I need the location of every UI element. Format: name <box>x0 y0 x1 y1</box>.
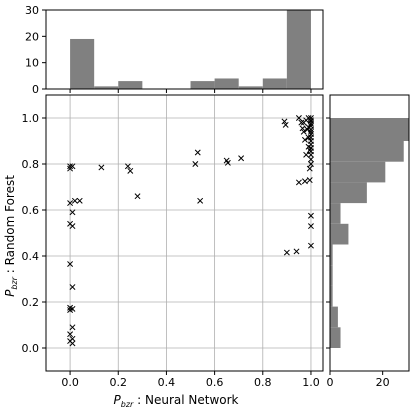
scatter-plot: 0.0 0.2 0.4 0.6 0.8 1.0 0.0 0.2 0.4 0.6 0.8 1.0 <box>22 94 324 389</box>
x-tick-label: 0.0 <box>61 376 79 389</box>
scatter-point <box>67 200 74 207</box>
scatter-point <box>281 118 288 125</box>
x-axis-label: Pbzr : Neural Network <box>113 393 238 409</box>
scatter-point <box>308 161 314 167</box>
scatter-point <box>300 128 307 135</box>
x-tick-label: 0.4 <box>158 376 176 389</box>
scatter-point <box>69 284 76 291</box>
y-tick-label: 1.0 <box>22 112 40 125</box>
scatter-point <box>238 155 245 162</box>
right-histogram-bar <box>330 265 333 286</box>
y-tick-label: 0.0 <box>22 342 40 355</box>
x-tick-label: 0.8 <box>254 376 272 389</box>
scatter-point <box>283 249 290 256</box>
scatter-point <box>308 120 314 127</box>
scatter-point <box>127 167 134 174</box>
top-histogram-bar <box>70 38 95 89</box>
y-tick-label: 0.6 <box>22 204 40 217</box>
top-histogram-bar <box>190 81 215 89</box>
right-histogram-bar <box>330 327 341 348</box>
scatter-point <box>301 136 308 143</box>
scatter-frame <box>45 94 324 372</box>
top-histogram-bar <box>238 86 263 89</box>
right-histogram-frame <box>329 94 410 372</box>
scatter-point <box>308 126 314 133</box>
right-histogram-bar <box>330 244 333 266</box>
scatter-point <box>67 331 74 338</box>
scatter-point <box>308 212 314 219</box>
scatter-point <box>308 156 314 163</box>
scatter-point <box>308 118 314 125</box>
scatter-point <box>124 163 131 170</box>
top-y-tick-label: 20 <box>25 30 39 43</box>
scatter-point <box>67 307 74 314</box>
y-tick-label: 0.8 <box>22 158 40 171</box>
scatter-point <box>293 248 300 255</box>
right-histogram-bar <box>330 141 404 162</box>
right-histogram-bar <box>330 285 333 307</box>
scatter-point <box>305 134 312 141</box>
top-histogram-bar <box>286 10 311 89</box>
x-tick-label: 1.0 <box>302 376 320 389</box>
scatter-point <box>67 261 74 268</box>
right-histogram-bar <box>330 182 367 204</box>
scatter-point <box>295 179 302 186</box>
y-tick-label: 0.2 <box>22 296 40 309</box>
scatter-point <box>134 193 141 200</box>
top-histogram-bar <box>214 78 239 89</box>
top-y-tick-label: 10 <box>25 57 39 70</box>
scatter-point <box>299 125 306 132</box>
scatter-point <box>76 197 83 204</box>
scatter-point <box>224 159 231 166</box>
x-tick-label: 0.6 <box>206 376 224 389</box>
right-histogram-bar <box>330 203 341 224</box>
scatter-point <box>308 128 314 135</box>
scatter-point <box>69 340 76 347</box>
scatter-point <box>306 177 313 184</box>
scatter-point <box>67 165 74 172</box>
top-y-tick-label: 0 <box>32 83 39 96</box>
top-histogram-bar <box>94 86 119 89</box>
right-histogram: 0 20 <box>326 94 410 389</box>
scatter-point <box>295 115 302 121</box>
scatter-point <box>98 164 105 171</box>
scatter-point <box>303 151 310 158</box>
top-histogram-frame <box>45 9 324 90</box>
top-y-tick-label: 30 <box>25 4 39 17</box>
scatter-point <box>69 209 76 216</box>
scatter-point <box>308 242 314 249</box>
scatter-point <box>306 165 313 172</box>
top-histogram-bar <box>262 78 287 89</box>
scatter-point <box>301 178 308 185</box>
scatter-point <box>69 324 76 331</box>
scatter-point <box>71 197 78 204</box>
right-histogram-bar <box>330 306 338 328</box>
scatter-point <box>192 161 199 167</box>
scatter-point <box>308 151 314 158</box>
scatter-point <box>308 223 314 230</box>
right-x-tick-label: 0 <box>327 376 334 389</box>
scatter-point <box>69 223 76 230</box>
scatter-point <box>197 197 204 204</box>
right-histogram-bar <box>330 118 409 141</box>
y-axis-label: Pbzr : Random Forest <box>3 175 19 297</box>
top-histogram-bar <box>118 81 143 89</box>
scatter-point <box>67 163 74 170</box>
scatter-point <box>282 121 289 128</box>
top-histogram: 0 10 20 30 <box>25 4 324 96</box>
right-x-tick-label: 20 <box>376 376 390 389</box>
y-tick-label: 0.4 <box>22 250 40 263</box>
scatter-point <box>298 119 305 126</box>
x-tick-label: 0.2 <box>110 376 128 389</box>
scatter-point <box>194 149 201 156</box>
right-histogram-bar <box>330 161 386 183</box>
right-histogram-bar <box>330 223 349 245</box>
